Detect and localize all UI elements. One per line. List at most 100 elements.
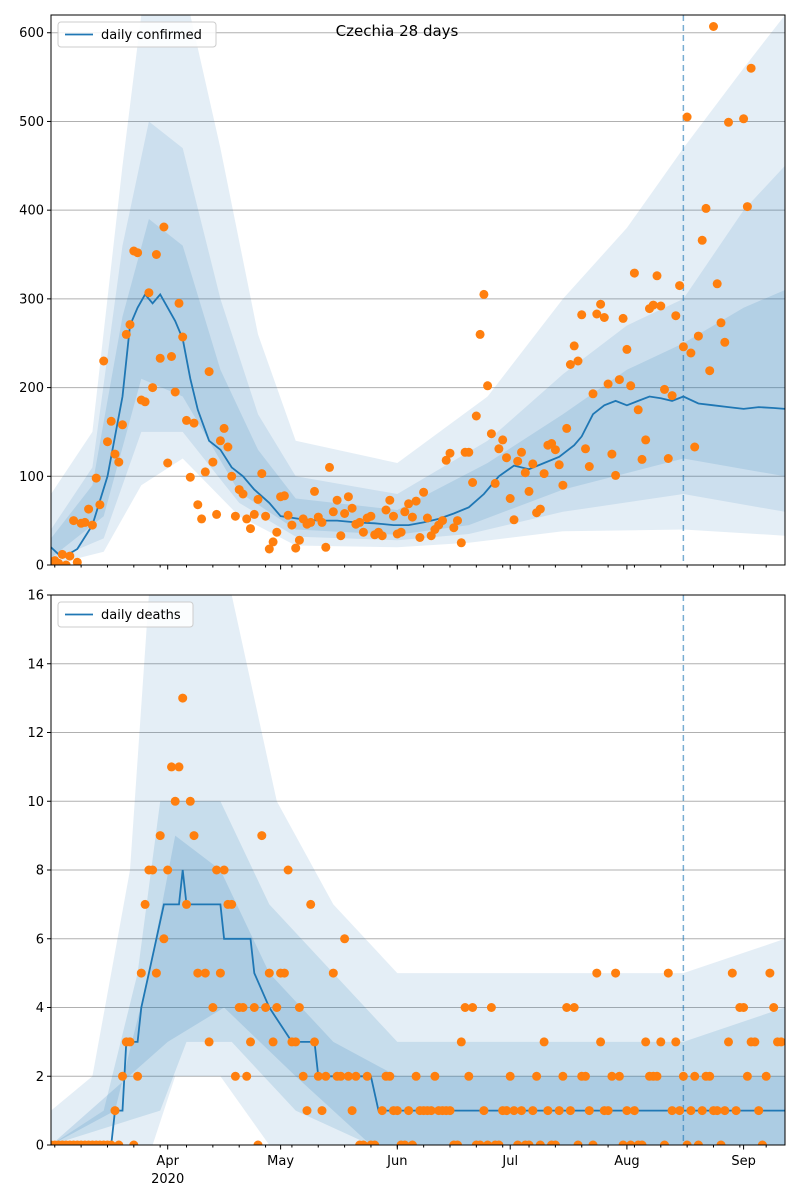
data-point [671,311,681,321]
data-point [54,558,63,565]
data-point [268,537,278,547]
data-point [381,505,391,515]
y-tick-label: 8 [36,864,44,879]
data-point [167,762,176,772]
data-point [257,831,267,841]
data-point [253,494,263,504]
data-point [569,1003,579,1012]
data-point [637,454,647,464]
data-point [95,500,105,510]
y-tick-label: 10 [27,795,44,810]
data-point [238,1003,248,1012]
data-point [438,516,447,526]
data-point [261,511,271,521]
data-point [528,459,538,469]
y-tick-label: 12 [27,726,44,741]
data-point [712,279,722,289]
uncertainty-band [51,595,785,1145]
data-point [558,1071,568,1081]
data-point [167,352,176,361]
data-point [502,1106,511,1116]
y-tick-label: 400 [19,204,44,219]
data-point [656,1037,666,1047]
data-point [400,1140,410,1145]
data-point [121,329,131,339]
x-tick-label: May [267,1154,294,1169]
data-point [682,1140,692,1145]
data-point [340,934,350,944]
median-line [51,292,785,560]
data-point [174,762,184,772]
data-point [174,298,184,308]
data-point [479,289,489,299]
data-point [336,1071,346,1081]
data-point [355,517,365,527]
data-point [517,1106,526,1116]
data-point [716,1140,726,1145]
data-point [208,457,218,467]
axes-frame [50,14,786,566]
y-tick-label: 200 [19,381,44,396]
data-point [660,1140,669,1145]
data-point [520,468,530,478]
data-point [697,1106,707,1116]
data-point [558,480,568,490]
data-point [279,491,289,501]
data-point [603,379,613,389]
data-point [87,520,97,530]
data-point [652,1071,662,1081]
data-point [468,478,478,487]
data-point [125,320,135,330]
data-point [550,1140,560,1145]
data-point [626,381,636,391]
data-point [486,429,496,439]
data-point [577,310,587,320]
data-point [622,1106,632,1116]
data-point [776,1037,785,1047]
data-point [377,1106,387,1116]
data-point [411,496,421,506]
data-point [607,1071,617,1081]
data-point [264,968,274,978]
y-tick-label: 14 [27,657,44,672]
data-point [581,444,590,454]
data-point [347,1106,357,1116]
y-tick-label: 6 [36,932,44,947]
data-point [272,527,282,537]
data-point [336,531,346,541]
data-point [227,471,237,481]
data-point [419,487,429,497]
data-point [724,1037,733,1047]
data-point [328,968,338,978]
data-point [189,418,199,428]
y-tick-label: 100 [19,470,44,485]
y-tick-label: 4 [36,1001,44,1016]
data-point [445,1106,455,1116]
data-point [182,899,191,909]
plot-area [51,595,785,1145]
data-point [739,114,749,124]
data-point [212,509,222,519]
data-point [200,968,210,978]
uncertainty-band [51,801,785,1145]
data-point [151,968,161,978]
uncertainty-band [51,835,785,1145]
data-point [230,511,240,521]
uncertainty-band [51,121,785,561]
data-point [110,1106,120,1116]
data-point [370,1140,380,1145]
data-point [407,1140,417,1145]
data-point [663,968,673,978]
data-point [475,329,485,339]
data-point [652,271,662,281]
data-point [539,1037,549,1047]
y-tick-label: 0 [36,559,44,574]
data-point [535,504,545,514]
y-tick-label: 600 [19,26,44,41]
data-point [396,527,406,537]
data-point [178,332,188,342]
data-point [200,467,210,477]
data-point [554,1106,564,1116]
data-point [148,865,158,875]
data-point [253,1140,263,1145]
